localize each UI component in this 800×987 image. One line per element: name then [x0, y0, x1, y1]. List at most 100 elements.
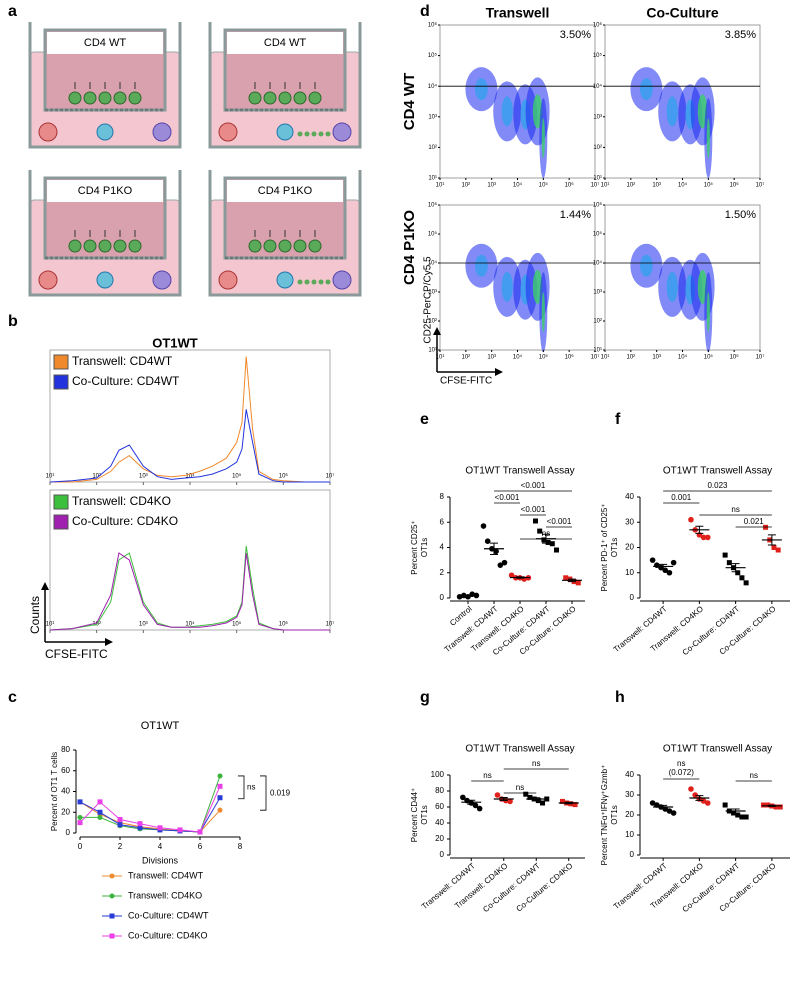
insert-top [47, 32, 163, 54]
x-tick-label: 10⁵ [704, 182, 714, 189]
error-bar [695, 525, 704, 534]
y-tick-label: 0 [66, 828, 71, 837]
event-core [541, 292, 545, 333]
cell [308, 91, 322, 105]
cell [113, 91, 127, 105]
point [77, 814, 83, 820]
y-tick-label: 60 [61, 766, 70, 775]
point [544, 796, 550, 802]
x-tick-label: 10³ [652, 183, 661, 189]
point [559, 798, 565, 804]
plot-frame [49, 489, 331, 631]
comparison-label: 0.021 [744, 517, 765, 526]
cell-cluster [218, 122, 238, 142]
event-core [706, 292, 710, 333]
gate-percent: 3.50% [560, 29, 591, 41]
cell [113, 239, 127, 253]
cell [304, 131, 310, 137]
y-tick-label: 20 [625, 543, 634, 552]
chart-title: OT1WT [141, 720, 180, 732]
legend-label: Co-Culture: CD4WT [72, 374, 180, 388]
plot-frame [49, 349, 331, 483]
x-tick-label: 10⁶ [730, 354, 740, 361]
cell [318, 131, 324, 137]
x-tick-label: 10⁶ [565, 182, 575, 189]
y-tick-label: 20 [61, 807, 70, 816]
well-outline [208, 170, 362, 297]
point [494, 792, 501, 798]
x-tick-label: 10³ [652, 355, 661, 361]
comparison-label: <0.001 [521, 505, 546, 514]
x-tick-label: Co-Culture: CD4WT [481, 861, 542, 914]
y-tick-label: 20 [625, 810, 634, 819]
point [137, 821, 143, 827]
y-tick-label: 10⁴ [428, 83, 438, 90]
point [777, 804, 783, 810]
y-tick-label: 10³ [593, 114, 602, 120]
x-tick-label: 10⁴ [678, 354, 688, 361]
point [575, 580, 581, 586]
y-tick-label: 80 [435, 786, 444, 795]
legend-label: Transwell: CD4KO [128, 890, 202, 900]
y-tick-label: 10¹ [593, 348, 602, 354]
x-tick-label: 10² [626, 355, 635, 361]
point [692, 792, 698, 798]
cell [293, 239, 307, 253]
comparison-label: <0.001 [495, 493, 520, 502]
gate-percent: 1.44% [560, 209, 591, 221]
comparison-sublabel: (0.072) [669, 768, 695, 777]
y-axis-title: OT1s [420, 805, 429, 825]
point [77, 820, 83, 826]
point [157, 825, 163, 831]
cell [318, 279, 324, 285]
error-bar [568, 578, 576, 583]
annotation: ns [247, 782, 255, 791]
y-tick-label: 30 [625, 790, 634, 799]
comparison-label: ns [677, 759, 685, 768]
x-tick-label: 10⁵ [704, 354, 714, 361]
error-bar [659, 804, 668, 810]
point [760, 802, 766, 808]
point [688, 786, 694, 792]
histogram-curve [49, 552, 330, 631]
point [549, 541, 555, 547]
point [97, 799, 103, 805]
point [773, 804, 779, 810]
cell-cluster [152, 122, 172, 142]
y-axis-title: Percent CD25⁺ [410, 520, 419, 574]
y-tick-label: 0 [630, 850, 635, 859]
point [537, 528, 543, 534]
cell [278, 91, 292, 105]
y-tick-label: 0 [440, 593, 445, 602]
x-tick-label: 10⁷ [326, 473, 335, 480]
point [117, 817, 123, 823]
x-tick-label: 10¹ [46, 622, 55, 628]
insert-top [227, 32, 343, 54]
x-tick-label: 4 [158, 842, 163, 851]
well-outline [28, 170, 182, 297]
x-tick-label: 10² [461, 355, 470, 361]
point [545, 539, 551, 545]
x-tick-label: 10⁷ [756, 354, 765, 361]
x-tick-label: 10⁵ [539, 354, 549, 361]
error-bar [695, 795, 704, 801]
x-tick-label: Co-Culture: CD4KO [514, 861, 574, 913]
cell-cluster [96, 271, 114, 289]
x-tick-label: 0 [78, 842, 83, 851]
y-tick-label: 10³ [593, 290, 602, 296]
x-tick-label: 10³ [487, 355, 496, 361]
point [527, 794, 533, 800]
y-tick-label: 10² [428, 145, 437, 151]
x-tick-label: 10⁵ [539, 182, 549, 189]
insert-top [227, 180, 343, 202]
point [497, 562, 504, 568]
x-tick-label: 10³ [139, 622, 148, 628]
y-tick-label: 10¹ [593, 176, 602, 182]
error-bar [767, 804, 776, 807]
error-bar [564, 801, 573, 805]
comparison-label: 0.001 [671, 493, 692, 502]
y-tick-label: 10⁴ [428, 260, 438, 267]
cell-cluster [152, 270, 172, 290]
y-tick-label: 10⁴ [593, 260, 603, 267]
cell-cluster [276, 123, 294, 141]
